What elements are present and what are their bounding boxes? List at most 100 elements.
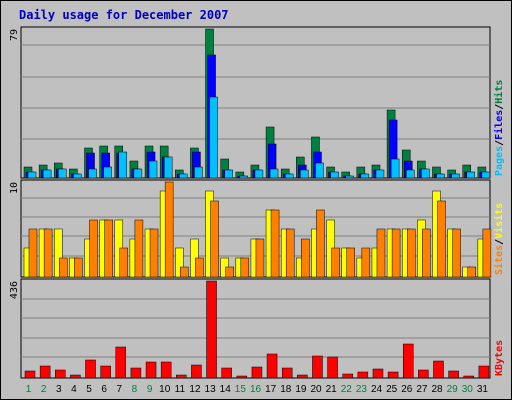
kbytes-bar-4 xyxy=(70,374,81,379)
sites-bar-5 xyxy=(89,219,98,278)
kbytes-bar-11 xyxy=(176,374,187,379)
sites-bar-18 xyxy=(285,228,295,278)
kbytes-bar-29 xyxy=(448,370,459,379)
pages-bar-3 xyxy=(58,168,67,179)
sites-bar-24 xyxy=(376,228,386,278)
pages-bar-22 xyxy=(345,175,354,179)
kbytes-bar-15 xyxy=(236,375,248,379)
day-label-8: 8 xyxy=(132,384,138,395)
day-label-11: 11 xyxy=(175,384,186,395)
kbytes-bar-27 xyxy=(418,369,429,379)
pages-bar-24 xyxy=(375,169,385,179)
day-label-1: 1 xyxy=(26,384,32,395)
kbytes-bar-16 xyxy=(251,366,263,379)
sites-bar-9 xyxy=(149,228,159,278)
axis-label-visits: Visits xyxy=(493,203,505,239)
pages-bar-15 xyxy=(239,175,249,179)
sites-bar-8 xyxy=(134,219,144,278)
day-label-27: 27 xyxy=(416,384,428,395)
pages-bar-9 xyxy=(148,160,158,179)
plot-area-1 xyxy=(20,26,491,179)
pages-bar-31 xyxy=(481,171,491,179)
sites-bar-16 xyxy=(255,238,265,278)
day-label-7: 7 xyxy=(117,384,123,395)
pages-bar-10 xyxy=(163,156,173,179)
axis-label-hits: Hits xyxy=(493,80,505,104)
pages-bar-29 xyxy=(451,173,460,179)
pages-bar-20 xyxy=(315,162,324,179)
max-label-2: 10 xyxy=(9,182,20,194)
sites-bar-11 xyxy=(180,266,189,278)
kbytes-bar-22 xyxy=(342,373,353,379)
kbytes-bar-25 xyxy=(387,371,399,379)
pages-bar-8 xyxy=(133,168,143,179)
day-label-6: 6 xyxy=(101,384,107,395)
sites-bar-26 xyxy=(406,228,416,278)
sites-bar-10 xyxy=(164,181,174,278)
day-label-18: 18 xyxy=(280,384,292,395)
day-label-17: 17 xyxy=(265,384,277,395)
kbytes-bar-7 xyxy=(115,346,127,379)
axis-label-3: KBytes xyxy=(494,340,505,376)
kbytes-bar-17 xyxy=(266,353,278,379)
pages-bar-11 xyxy=(179,173,188,179)
axis-label-files: Files xyxy=(493,110,505,140)
pages-bar-4 xyxy=(73,173,82,179)
sites-bar-30 xyxy=(467,266,476,278)
pages-bar-27 xyxy=(421,168,430,179)
kbytes-bar-12 xyxy=(191,364,202,379)
kbytes-bar-14 xyxy=(221,367,232,379)
day-label-20: 20 xyxy=(310,384,322,395)
kbytes-bar-8 xyxy=(130,367,142,379)
day-label-24: 24 xyxy=(371,384,383,395)
day-label-22: 22 xyxy=(341,384,353,395)
pages-bar-23 xyxy=(360,173,370,179)
sites-bar-7 xyxy=(119,247,129,278)
day-label-21: 21 xyxy=(326,384,338,395)
sites-bar-23 xyxy=(361,247,371,278)
sites-bar-21 xyxy=(331,247,340,278)
kbytes-bar-5 xyxy=(85,359,96,379)
sites-bar-27 xyxy=(422,228,431,278)
kbytes-bar-2 xyxy=(39,365,51,379)
kbytes-bar-10 xyxy=(160,361,172,379)
sites-bar-20 xyxy=(316,209,325,278)
pages-bar-25 xyxy=(390,158,400,179)
pages-bar-21 xyxy=(330,171,339,179)
pages-bar-26 xyxy=(405,169,415,179)
day-label-15: 15 xyxy=(235,384,247,395)
day-label-9: 9 xyxy=(147,384,153,395)
axis-label-2: Sites/Visits xyxy=(493,203,505,275)
pages-bar-12 xyxy=(194,166,203,179)
visits-bar-11 xyxy=(175,247,184,278)
kbytes-bar-3 xyxy=(55,369,66,379)
kbytes-bar-24 xyxy=(372,368,384,379)
kbytes-bar-1 xyxy=(24,370,36,379)
sites-bar-14 xyxy=(225,266,234,278)
kbytes-bar-13 xyxy=(206,280,217,379)
day-label-5: 5 xyxy=(86,384,92,395)
day-label-29: 29 xyxy=(447,384,459,395)
day-label-25: 25 xyxy=(386,384,398,395)
day-label-4: 4 xyxy=(71,384,77,395)
sites-bar-15 xyxy=(240,257,250,278)
sites-bar-3 xyxy=(59,257,68,278)
day-label-28: 28 xyxy=(431,384,443,395)
kbytes-bar-23 xyxy=(357,371,369,379)
kbytes-bar-19 xyxy=(297,374,308,379)
kbytes-bar-30 xyxy=(463,375,474,379)
day-label-26: 26 xyxy=(401,384,413,395)
axis-label-separator: / xyxy=(494,140,505,146)
kbytes-bar-28 xyxy=(433,360,444,379)
day-label-12: 12 xyxy=(189,384,201,395)
chart-title: Daily usage for December 2007 xyxy=(19,8,229,22)
day-label-14: 14 xyxy=(220,384,232,395)
kbytes-bar-31 xyxy=(478,365,490,379)
kbytes-bar-20 xyxy=(312,355,323,379)
pages-bar-16 xyxy=(254,169,264,179)
axis-label-separator: / xyxy=(494,104,505,110)
sites-bar-12 xyxy=(195,257,204,278)
pages-bar-19 xyxy=(300,169,309,179)
pages-bar-7 xyxy=(118,151,128,179)
